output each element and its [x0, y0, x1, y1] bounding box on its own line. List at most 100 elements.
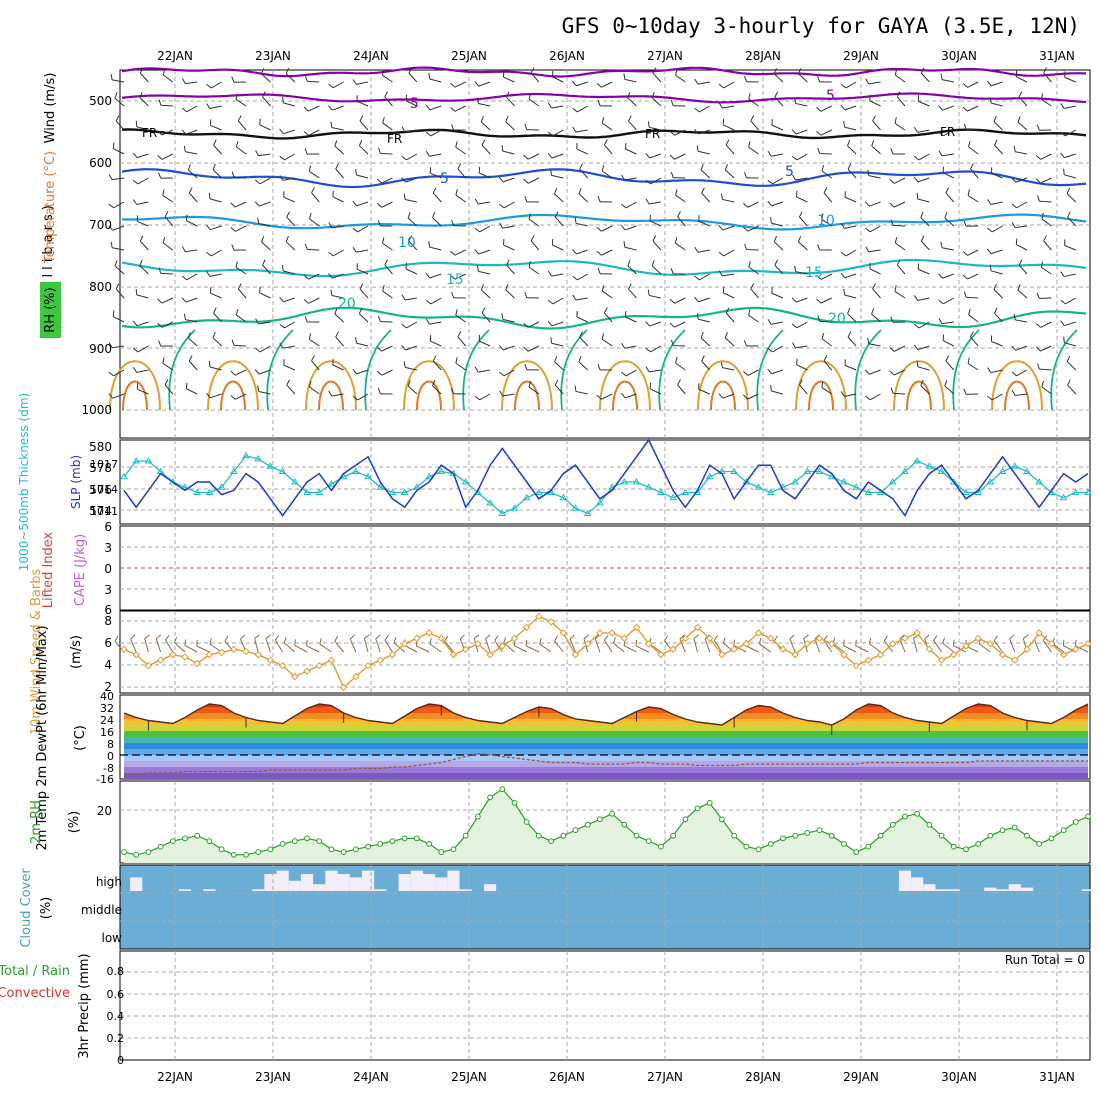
upper-air-barb [527, 321, 540, 328]
upper-air-barb-flag [627, 92, 631, 99]
upper-air-barb [894, 122, 906, 131]
upper-air-barb-flag [767, 347, 773, 353]
wind10m-barb [526, 645, 540, 653]
upper-air-barb-flag [725, 307, 730, 314]
upper-air-barb [798, 241, 808, 251]
upper-air-barb-flag [115, 115, 120, 122]
upper-air-barb-flag [377, 220, 381, 227]
thickness-point [400, 488, 409, 495]
contour-orange-25 [207, 360, 259, 411]
rh2m-point [706, 799, 713, 806]
upper-air-barb [552, 244, 564, 251]
upper-air-barb-flag [474, 366, 479, 373]
rh2m-unit: (%) [67, 811, 82, 834]
wind10m-point [205, 651, 214, 659]
upper-air-barb-flag [481, 307, 486, 314]
upper-air-barb-flag [843, 288, 846, 296]
upper-air-barb-flag [1040, 93, 1044, 100]
upper-air-barb [674, 153, 686, 160]
upper-air-barb [578, 193, 589, 203]
rh2m-series [121, 786, 1091, 863]
wind10m-barb [868, 643, 881, 653]
upper-air-barb-flag [1015, 70, 1018, 77]
upper-air-barb [1067, 216, 1077, 227]
wind10m-barb-flag [758, 637, 762, 644]
rh-tick: 20 [97, 804, 112, 818]
upper-air-barb [990, 201, 1003, 205]
upper-air-barb-flag [791, 297, 797, 303]
upper-air-barb-flag [894, 117, 897, 124]
li-tick: 6 [104, 520, 112, 534]
top-date-label: 31JAN [1039, 49, 1075, 63]
wind10m-point [840, 651, 848, 659]
upper-air-barb [259, 201, 271, 207]
upper-air-barb [430, 129, 442, 137]
cape-label: CAPE (J/kg) [73, 534, 88, 606]
wind10m-point [669, 645, 677, 653]
wind10m-barb [1075, 645, 1089, 653]
cloud-high-bar [398, 874, 411, 891]
wind10m-barb [184, 644, 198, 653]
upper-air-barb-flag [230, 202, 236, 208]
cloud-high-bar [374, 889, 387, 891]
upper-air-barb-flag [750, 115, 755, 122]
upper-air-barb [625, 225, 637, 231]
wind10m-point [144, 661, 153, 670]
rh2m-point [523, 819, 530, 825]
upper-air-barb [651, 97, 662, 107]
pressure-tick: 600 [89, 156, 112, 170]
cloud-high-bar [1020, 887, 1034, 891]
wind10m-barb [823, 640, 833, 653]
upper-air-barb [552, 297, 564, 305]
upper-air-barb [162, 242, 174, 251]
wind10m-point [327, 656, 336, 664]
wind10m-point [156, 656, 165, 664]
upper-air-barb-flag [674, 237, 678, 244]
rh2m-point [596, 816, 603, 823]
upper-air-barb [917, 177, 930, 183]
upper-air-barb-flag [645, 179, 651, 185]
rh2m-point [279, 840, 286, 847]
bottom-date-axis: 22JAN 23JAN 24JAN 25JAN 26JAN 27JAN 28JA… [157, 1070, 1075, 1084]
top-date-label: 25JAN [451, 49, 487, 63]
upper-air-barb [871, 145, 881, 155]
upper-air-barb [481, 144, 491, 155]
upper-air-barb [527, 345, 540, 352]
upper-air-barb-flag [652, 235, 657, 242]
upper-air-barb-flag [603, 307, 608, 314]
upper-air-barb [649, 220, 662, 227]
upper-air-barb [723, 81, 735, 89]
bottom-date-label: 27JAN [647, 1070, 683, 1084]
upper-air-barb [454, 273, 466, 280]
contour-label-lightblue: 10 [817, 213, 835, 229]
top-date-axis: 22JAN 23JAN 24JAN 25JAN 26JAN 27JAN 28JA… [157, 49, 1075, 63]
upper-air-barb-flag [821, 165, 825, 172]
temp2m-band [124, 767, 1088, 773]
upper-air-barb-flag [794, 265, 797, 272]
upper-air-barb [724, 337, 735, 347]
upper-air-barb [234, 176, 247, 179]
upper-air-barb-flag [259, 118, 261, 125]
upper-air-barb-flag [913, 344, 919, 350]
upper-air-barb-flag [499, 371, 505, 377]
thickness-point [364, 472, 372, 480]
precip-tick: 0.4 [107, 1010, 125, 1023]
contour-orange-25 [991, 360, 1043, 411]
rh2m-point [767, 840, 774, 847]
upper-air-barb [796, 196, 808, 203]
upper-air-barb [384, 96, 393, 107]
upper-air-barb [699, 105, 710, 113]
rh2m-label: 2m RH [29, 800, 44, 844]
upper-air-barb [942, 172, 954, 179]
rh2m-point [926, 821, 933, 828]
upper-air-barb-flag [401, 126, 406, 133]
upper-air-barb [356, 81, 369, 85]
upper-air-barb [771, 201, 784, 207]
upper-air-barb-flag [942, 334, 945, 341]
upper-air-barb [331, 393, 344, 397]
upper-air-barb [429, 246, 442, 251]
upper-air-barb-flag [455, 357, 458, 364]
upper-air-barb-flag [1067, 379, 1071, 386]
upper-air-barb-flag [670, 171, 674, 178]
upper-air-barb-flag [425, 131, 432, 137]
